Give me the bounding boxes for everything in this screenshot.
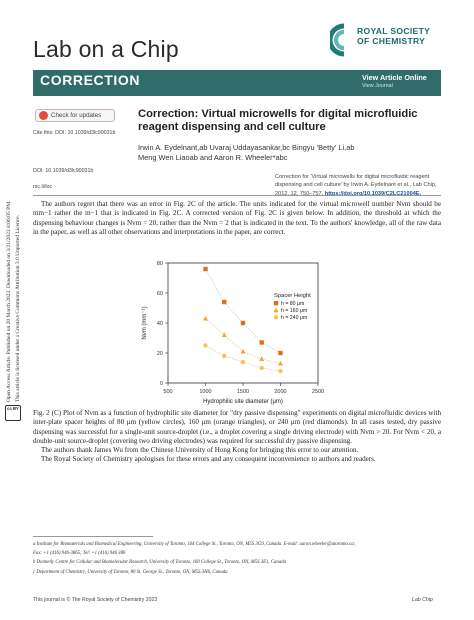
legend-marker: [273, 301, 279, 306]
check-for-updates-button[interactable]: Check for updates: [35, 109, 115, 122]
x-tick-label: 2500: [312, 389, 324, 395]
data-point-series-2: [203, 315, 208, 321]
view-journal-link[interactable]: View Journal: [362, 83, 393, 89]
x-tick-label: 500: [163, 389, 172, 395]
y-tick-label: 80: [157, 261, 163, 267]
authors-line-1: Irwin A. Eydelnant,ab Uvaraj Uddayasanka…: [138, 143, 355, 152]
rsc-logo-mark-icon: [330, 23, 345, 57]
affiliation-footnotes: a Institute for Biomaterials and Biomedi…: [33, 540, 441, 577]
view-article-online-link[interactable]: View Article Online: [362, 73, 427, 82]
authors-line-2: Meng Wen Liaoab and Aaron R. Wheeler*abc: [138, 153, 288, 162]
publisher-line-1: ROYAL SOCIETY: [357, 26, 431, 36]
footnote-a: a Institute for Biomaterials and Biomedi…: [33, 542, 356, 547]
data-point-series-1: [259, 340, 264, 345]
data-point-series-3: [203, 343, 208, 348]
access-line: Open Access Article. Published on 20 Mar…: [6, 200, 12, 403]
rsc-short-url[interactable]: rsc.li/loc: [33, 184, 53, 190]
correction-note: Correction for 'Virtual microwells for d…: [275, 173, 443, 198]
data-point-series-3: [240, 359, 246, 365]
license-line[interactable]: This article is licensed under a Creativ…: [15, 214, 21, 402]
x-tick-label: 1500: [237, 389, 249, 395]
y-tick-label: 20: [157, 351, 163, 357]
trend-line: [205, 318, 281, 364]
data-point-series-3: [259, 365, 264, 371]
cc-license-badge[interactable]: cc BY: [5, 405, 21, 421]
y-tick-label: 40: [157, 321, 163, 327]
cite-this: Cite this: DOI: 10.1039/d3lc90031b: [33, 130, 116, 136]
cc-badge-label: cc BY: [7, 406, 19, 411]
footer-journal: Lab Chip: [412, 597, 433, 603]
banner-label: CORRECTION: [40, 72, 141, 88]
article-title: Correction: Virtual microwells for digit…: [138, 108, 418, 134]
footnote-divider: [33, 536, 153, 537]
data-point-series-1: [203, 266, 208, 272]
figure-2c-chart: 500 1000 1500 2000 2500 0 20 40 60 80 Hydrophilic …: [142, 261, 324, 405]
check-updates-label: Check for updates: [51, 112, 102, 119]
legend-marker: [273, 315, 279, 320]
data-point-series-3: [222, 353, 227, 359]
footnote-c: c Department of Chemistry, University of…: [33, 569, 228, 575]
footer-copyright: This journal is © The Royal Society of C…: [33, 597, 158, 603]
x-tick-label: 2000: [274, 389, 286, 395]
header-divider: [33, 195, 441, 196]
data-point-series-1: [278, 350, 283, 356]
publisher-line-2: OF CHEMISTRY: [357, 36, 426, 46]
data-point-series-2: [240, 348, 246, 354]
y-tick-label: 0: [160, 381, 163, 387]
caption-text: Fig. 2 (C) Plot of Nvm as a function of …: [33, 409, 441, 445]
data-point-series-2: [221, 332, 227, 337]
update-check-icon: [39, 111, 48, 120]
data-point-series-3: [278, 368, 283, 374]
publisher-name: ROYAL SOCIETY OF CHEMISTRY: [357, 26, 430, 46]
rsc-logo: [330, 23, 345, 57]
correction-body: The authors regret that there was an err…: [33, 200, 441, 237]
x-tick-label: 1000: [199, 389, 211, 395]
trend-line: [205, 268, 281, 354]
figure-caption: Fig. 2 (C) Plot of Nvm as a function of …: [33, 409, 441, 465]
legend-marker: [273, 307, 279, 313]
author-list: Irwin A. Eydelnant,ab Uvaraj Uddayasanka…: [138, 143, 438, 163]
doi-label: DOI: 10.1039/d3lc90031b: [33, 168, 94, 174]
correction-paragraph: The authors regret that there was an err…: [33, 200, 441, 236]
journal-title: Lab on a Chip: [33, 36, 179, 62]
data-point-series-2: [259, 356, 265, 361]
data-point-series-1: [240, 320, 246, 326]
legend-title: Spacer Height: [274, 293, 311, 299]
correction-note-text: Correction for 'Virtual microwells for d…: [275, 174, 437, 197]
open-access-sidebar: Open Access Article. Published on 20 Mar…: [4, 140, 24, 403]
x-axis-label: Hydrophilic site diameter (μm): [203, 399, 283, 405]
thanks-paragraph: The authors thank James Wu from the Chin…: [41, 446, 359, 455]
legend-entry: h = 240 μm: [281, 315, 307, 321]
apology-paragraph: The Royal Society of Chemistry apologise…: [41, 455, 376, 464]
footnote-b: b Donnelly Centre for Cellular and Biomo…: [33, 560, 287, 566]
footnote-a-contact: Fax: +1 (416) 946-3865; Tel: +1 (416) 94…: [33, 551, 126, 557]
legend-entry: h = 160 μm: [281, 308, 307, 314]
data-point-series-1: [222, 299, 227, 305]
correction-banner: [33, 70, 441, 96]
legend-entry: h = 80 μm: [281, 301, 304, 307]
data-point-series-2: [278, 360, 283, 366]
y-tick-label: 60: [157, 291, 163, 297]
original-article-doi-link[interactable]: https://doi.org/10.1039/C2LC21004E.: [324, 190, 422, 197]
y-axis-label: Nvm (mm⁻¹): [142, 306, 148, 339]
